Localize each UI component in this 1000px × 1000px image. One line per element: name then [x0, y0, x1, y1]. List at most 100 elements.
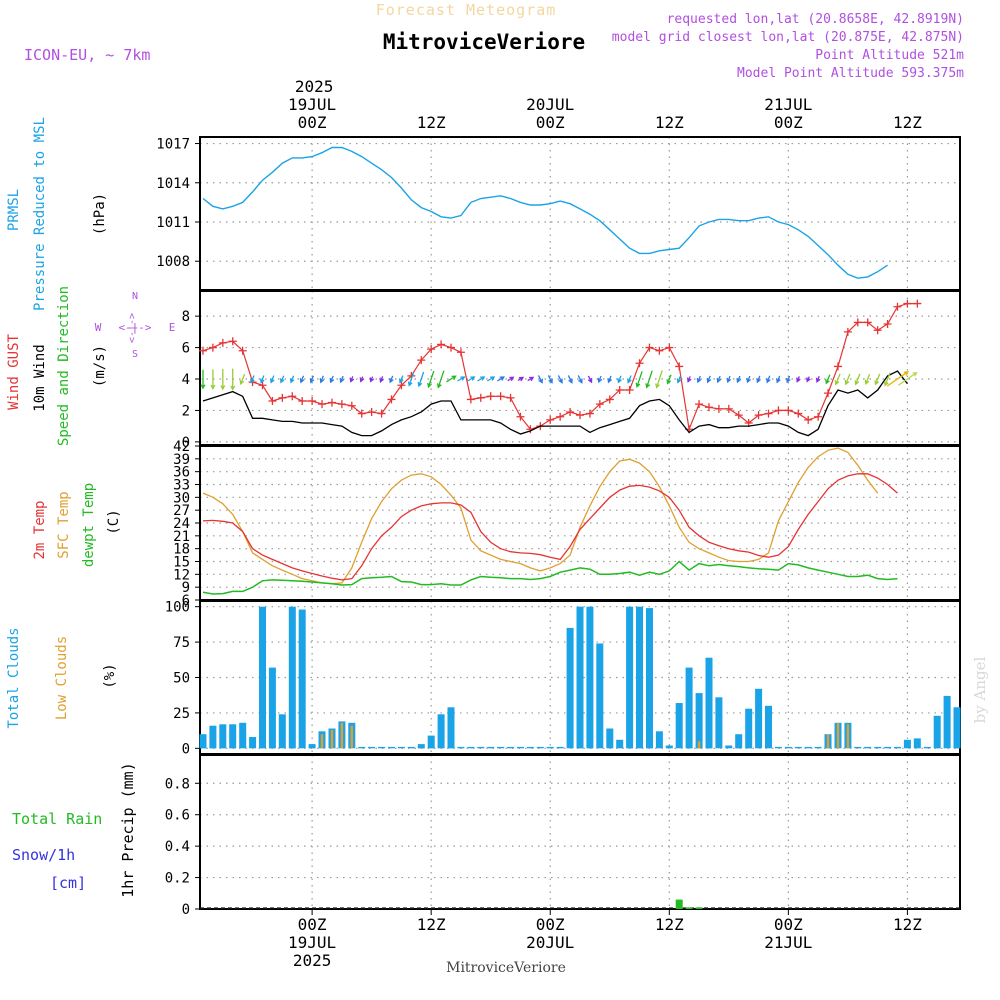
y-tick-label: 25 [173, 706, 190, 722]
total-cloud-bar [894, 746, 901, 749]
wind-direction-arrow [210, 369, 216, 390]
total-cloud-bar [576, 606, 584, 749]
total-cloud-bar [447, 707, 455, 749]
bottom-day-label: 20JUL [526, 933, 574, 952]
total-cloud-bar [814, 746, 822, 749]
panel-frame [199, 445, 961, 601]
gust-marker [794, 409, 803, 418]
clouds-label-total: Total Clouds [6, 627, 22, 728]
total-cloud-bar [278, 714, 286, 749]
gust-marker [754, 411, 763, 420]
y-tick-label: 1011 [156, 215, 190, 231]
model-label: ICON-EU, ~ 7km [24, 46, 150, 64]
top-day-label: 21JUL [764, 95, 812, 114]
total-cloud-bar [487, 746, 495, 749]
total-cloud-bar [745, 708, 753, 749]
location-title: MitroviceVeriore [383, 30, 585, 54]
wind-direction-arrow [289, 375, 295, 384]
total-cloud-bar [735, 734, 743, 749]
wind-direction-arrow [567, 375, 573, 384]
gust-marker [347, 401, 356, 410]
wind-direction-arrow [427, 370, 435, 389]
total-cloud-bar [546, 746, 554, 749]
top-day-label: 20JUL [526, 95, 574, 114]
y-tick-label: 0.2 [165, 871, 190, 887]
y-tick-label: 18 [173, 542, 190, 558]
temp2m-line [202, 473, 898, 581]
wind-direction-arrow [854, 373, 861, 386]
gust-marker [695, 400, 704, 409]
temp-label-unit: (C) [106, 509, 122, 534]
wind-direction-arrow [874, 373, 881, 386]
y-tick-label: 0 [182, 741, 190, 757]
precip-label-snow: Snow/1h [12, 846, 75, 864]
low-cloud-bar [826, 734, 830, 749]
gust-marker [228, 337, 237, 346]
y-tick-label: 9 [182, 580, 190, 596]
gust-marker [724, 404, 733, 413]
precip-label-rain: Total Rain [12, 810, 102, 828]
gust-marker [635, 359, 644, 368]
total-cloud-bar [358, 746, 366, 749]
gust-marker [833, 362, 842, 371]
total-cloud-bar [308, 744, 316, 749]
wind-direction-arrow [486, 376, 496, 382]
wind-direction-arrow [645, 370, 653, 389]
y-tick-label: 0 [182, 902, 190, 918]
gust-marker [873, 326, 882, 335]
header: Forecast Meteogram MitroviceVeriore ICON… [24, 1, 964, 81]
total-cloud-bar [854, 746, 862, 749]
wind-direction-arrow [299, 375, 305, 384]
y-tick-label: 6 [182, 341, 190, 357]
gust-marker [853, 318, 862, 327]
total-cloud-bar [675, 703, 683, 749]
gust-marker [714, 404, 723, 413]
y-tick-label: 30 [173, 490, 190, 506]
total-cloud-bar [259, 606, 266, 749]
y-tick-label: 1014 [156, 176, 190, 192]
gust-marker [456, 348, 465, 357]
wind-direction-arrow [319, 375, 325, 384]
wind-direction-arrow [200, 369, 206, 390]
rain-bar [675, 899, 683, 909]
gust-marker [387, 395, 396, 404]
total-cloud-bar [655, 731, 663, 749]
wind-direction-arrow [537, 375, 543, 384]
y-tick-label: 6 [182, 593, 190, 609]
gust-marker [576, 411, 584, 420]
gust-marker [466, 395, 475, 404]
total-cloud-bar [239, 722, 247, 749]
low-cloud-bar [697, 741, 701, 749]
wind-direction-arrow [756, 375, 761, 384]
gust-marker [198, 346, 207, 355]
y-tick-label: 100 [165, 600, 190, 616]
wind-direction-arrow [607, 375, 613, 384]
gust-marker [903, 299, 912, 308]
clouds-label-low: Low Clouds [54, 636, 70, 720]
y-tick-label: 1017 [156, 137, 190, 153]
temp-label-dewpt: dewpt Temp [81, 483, 97, 567]
pressure-label-msl: Pressure Reduced to MSL [32, 117, 48, 311]
wind-direction-arrow [517, 376, 525, 382]
total-cloud-bar [517, 746, 524, 749]
wind-direction-arrow [686, 376, 692, 383]
wind-direction-arrow [655, 370, 663, 389]
wind-direction-arrow [417, 371, 425, 388]
wind-direction-arrow [587, 375, 593, 384]
wind-direction-arrow [389, 375, 394, 384]
gust-marker [655, 346, 664, 355]
gust-marker [308, 397, 317, 405]
gust-marker [377, 409, 386, 418]
wind-panel: 0 2 4 6 8 Wind GUST 10m Wind Speed and Directio… [6, 286, 961, 451]
total-cloud-bar [596, 643, 604, 749]
y-tick-label: 39 [173, 452, 190, 468]
total-cloud-bar [417, 744, 425, 749]
total-cloud-bar [923, 746, 931, 749]
gust-marker [605, 395, 614, 404]
wind-direction-arrow [597, 375, 603, 384]
total-cloud-bar [665, 745, 673, 749]
wind-direction-arrow [547, 375, 553, 384]
total-cloud-bar [249, 737, 257, 749]
y-tick-label: 0.4 [165, 839, 190, 855]
gust-marker [397, 381, 406, 390]
